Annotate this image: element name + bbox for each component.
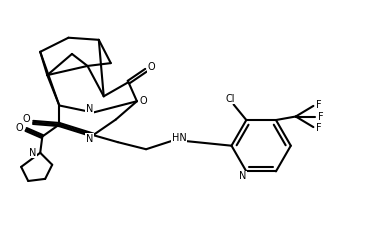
Text: F: F xyxy=(316,123,321,133)
Text: Cl: Cl xyxy=(225,94,235,104)
Text: N: N xyxy=(86,134,93,144)
Text: O: O xyxy=(23,114,30,124)
Text: N: N xyxy=(29,148,37,158)
Text: F: F xyxy=(316,100,321,110)
Text: N: N xyxy=(239,171,246,181)
Text: O: O xyxy=(148,62,156,72)
Text: O: O xyxy=(15,123,23,133)
Text: HN: HN xyxy=(172,133,187,143)
Text: O: O xyxy=(140,96,147,106)
Text: N: N xyxy=(86,104,93,114)
Text: F: F xyxy=(317,112,323,121)
